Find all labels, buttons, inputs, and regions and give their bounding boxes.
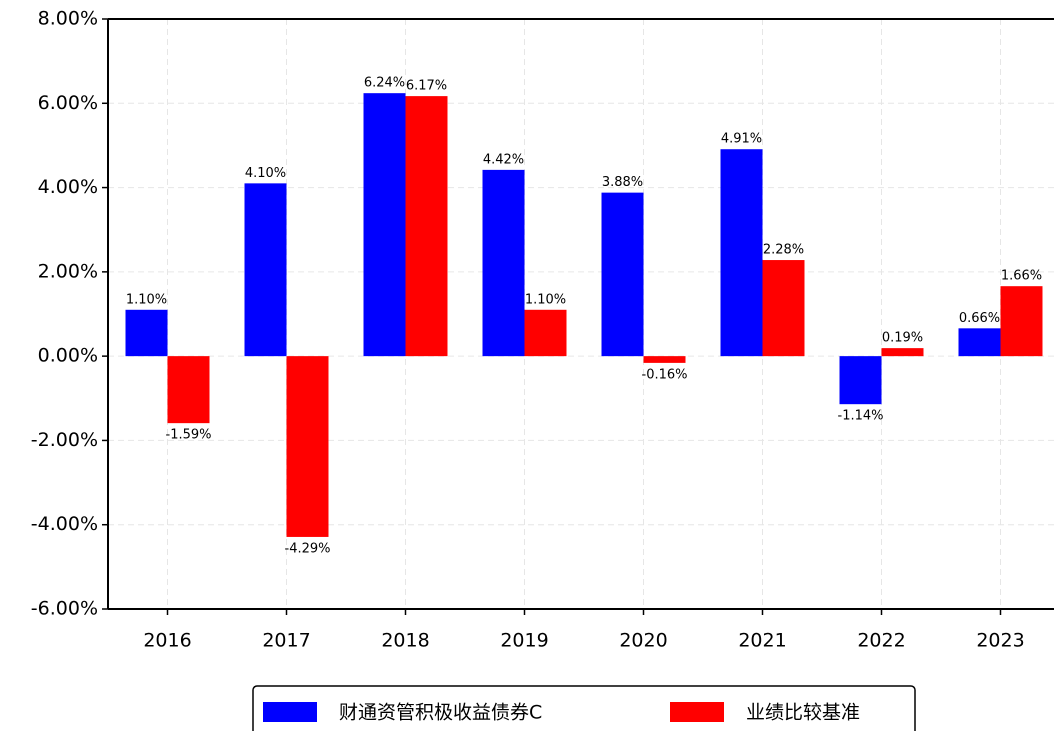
value-label: 0.66%	[959, 311, 1000, 326]
x-tick-label: 2016	[143, 630, 191, 652]
value-label: 4.10%	[245, 166, 286, 181]
x-tick-label: 2020	[619, 630, 667, 652]
legend-label: 业绩比较基准	[746, 702, 860, 724]
x-tick-label: 2017	[262, 630, 310, 652]
value-label: -1.59%	[166, 428, 212, 443]
y-tick-label: 2.00%	[38, 260, 98, 282]
y-tick-label: -4.00%	[31, 513, 98, 535]
bar	[762, 260, 805, 357]
value-label: 1.10%	[525, 292, 566, 307]
bar	[839, 356, 882, 405]
legend-label: 财通资管积极收益债券C	[339, 702, 542, 724]
bar	[881, 348, 924, 357]
bar	[601, 192, 644, 357]
value-label: 4.91%	[721, 132, 762, 147]
y-tick-label: -6.00%	[31, 598, 98, 620]
bar	[405, 96, 448, 357]
legend-swatch	[263, 702, 317, 722]
bar	[286, 356, 329, 537]
bar	[363, 93, 406, 357]
y-tick-label: 4.00%	[38, 176, 98, 198]
bar	[643, 356, 686, 363]
bar	[524, 309, 567, 357]
value-label: -4.29%	[285, 541, 331, 556]
bar	[125, 309, 168, 357]
value-label: -0.16%	[642, 367, 688, 382]
legend-box	[252, 685, 916, 731]
value-label: 1.66%	[1001, 269, 1042, 284]
y-tick-label: -2.00%	[31, 429, 98, 451]
x-tick-label: 2023	[976, 630, 1024, 652]
value-label: 2.28%	[763, 243, 804, 258]
value-label: 1.10%	[126, 292, 167, 307]
bar	[244, 183, 287, 357]
bar	[482, 169, 525, 357]
bar	[958, 328, 1001, 357]
value-label: 3.88%	[602, 175, 643, 190]
x-tick-label: 2019	[500, 630, 548, 652]
legend-swatch	[670, 702, 724, 722]
bar	[1000, 286, 1043, 357]
value-label: 6.17%	[406, 79, 447, 94]
y-tick-label: 8.00%	[38, 8, 98, 30]
x-tick-label: 2022	[857, 630, 905, 652]
y-tick-label: 0.00%	[38, 345, 98, 367]
x-tick-label: 2018	[381, 630, 429, 652]
y-tick-label: 6.00%	[38, 92, 98, 114]
value-label: 0.19%	[882, 331, 923, 346]
bar	[167, 356, 210, 424]
value-label: 4.42%	[483, 152, 524, 167]
bar	[720, 149, 763, 357]
value-label: 6.24%	[364, 76, 405, 91]
value-label: -1.14%	[838, 409, 884, 424]
x-tick-label: 2021	[738, 630, 786, 652]
